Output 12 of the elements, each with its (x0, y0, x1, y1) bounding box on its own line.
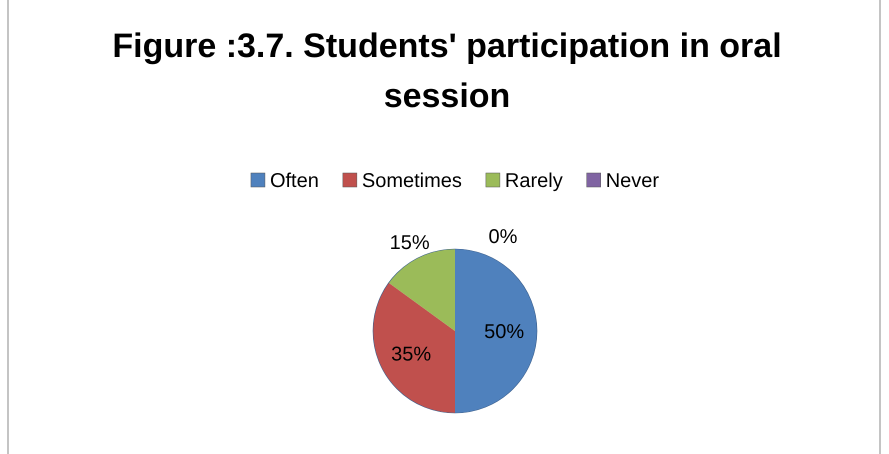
chart-title: Figure :3.7. Students' participation in oral session (112, 27, 782, 115)
legend-label: Often (270, 170, 319, 192)
pie-slice (388, 249, 455, 331)
data-label: 50% (484, 321, 524, 343)
legend-label: Sometimes (362, 170, 462, 192)
text: 0% (488, 226, 518, 248)
pie-slice (373, 282, 455, 413)
data-label: 35% (391, 343, 432, 366)
pie-slice (455, 249, 537, 413)
data-label: 15% (390, 232, 430, 254)
legend-label: Never (606, 170, 660, 192)
legend-label: Rarely (504, 170, 563, 192)
